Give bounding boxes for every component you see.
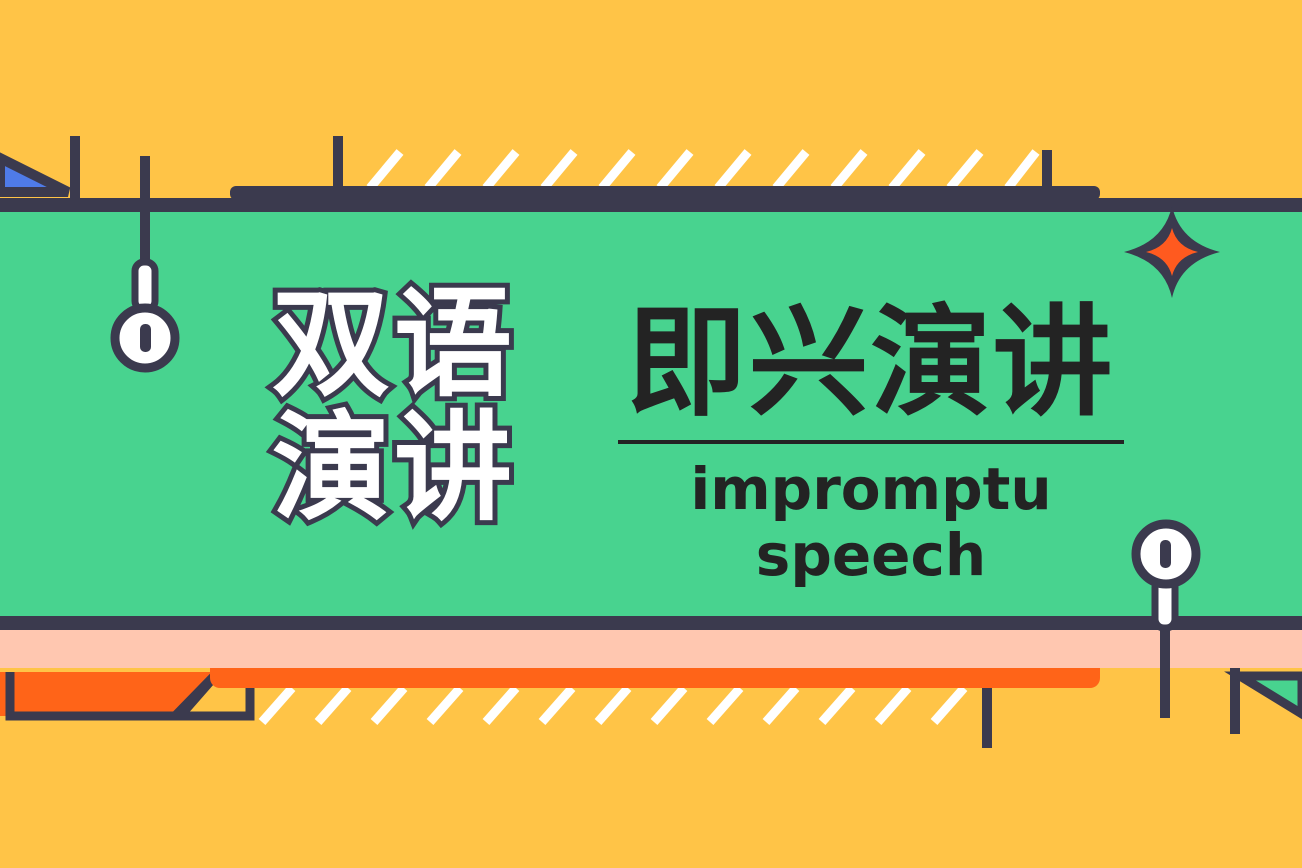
pin-icon <box>1131 519 1201 718</box>
top-post <box>333 136 343 200</box>
subtitle-line2: speech <box>755 521 987 589</box>
green-triangle <box>1224 671 1302 720</box>
sparkle-icon <box>1124 206 1220 298</box>
top-post <box>1042 150 1052 200</box>
english-subtitle: impromptu speech <box>618 456 1124 588</box>
title-underline <box>618 440 1124 444</box>
banner <box>0 198 1302 630</box>
top-hatch <box>366 149 1040 191</box>
pin-icon <box>110 156 180 373</box>
bottom-hatch <box>258 685 968 725</box>
bottom-post <box>982 680 992 748</box>
title-left-line2: 演讲 <box>267 399 517 537</box>
subtitle-line1: impromptu <box>690 455 1052 523</box>
orange-block <box>0 672 210 716</box>
orange-strip <box>210 668 1100 688</box>
blue-triangle <box>0 152 71 197</box>
impromptu-speech-title: 即兴演讲 <box>626 294 1115 433</box>
top-post <box>70 136 80 200</box>
bilingual-speech-title: 双语 演讲 <box>267 275 532 537</box>
title-left-line1: 双语 <box>267 275 517 413</box>
bottom-post <box>1230 668 1240 734</box>
pink-strip <box>0 630 1302 668</box>
